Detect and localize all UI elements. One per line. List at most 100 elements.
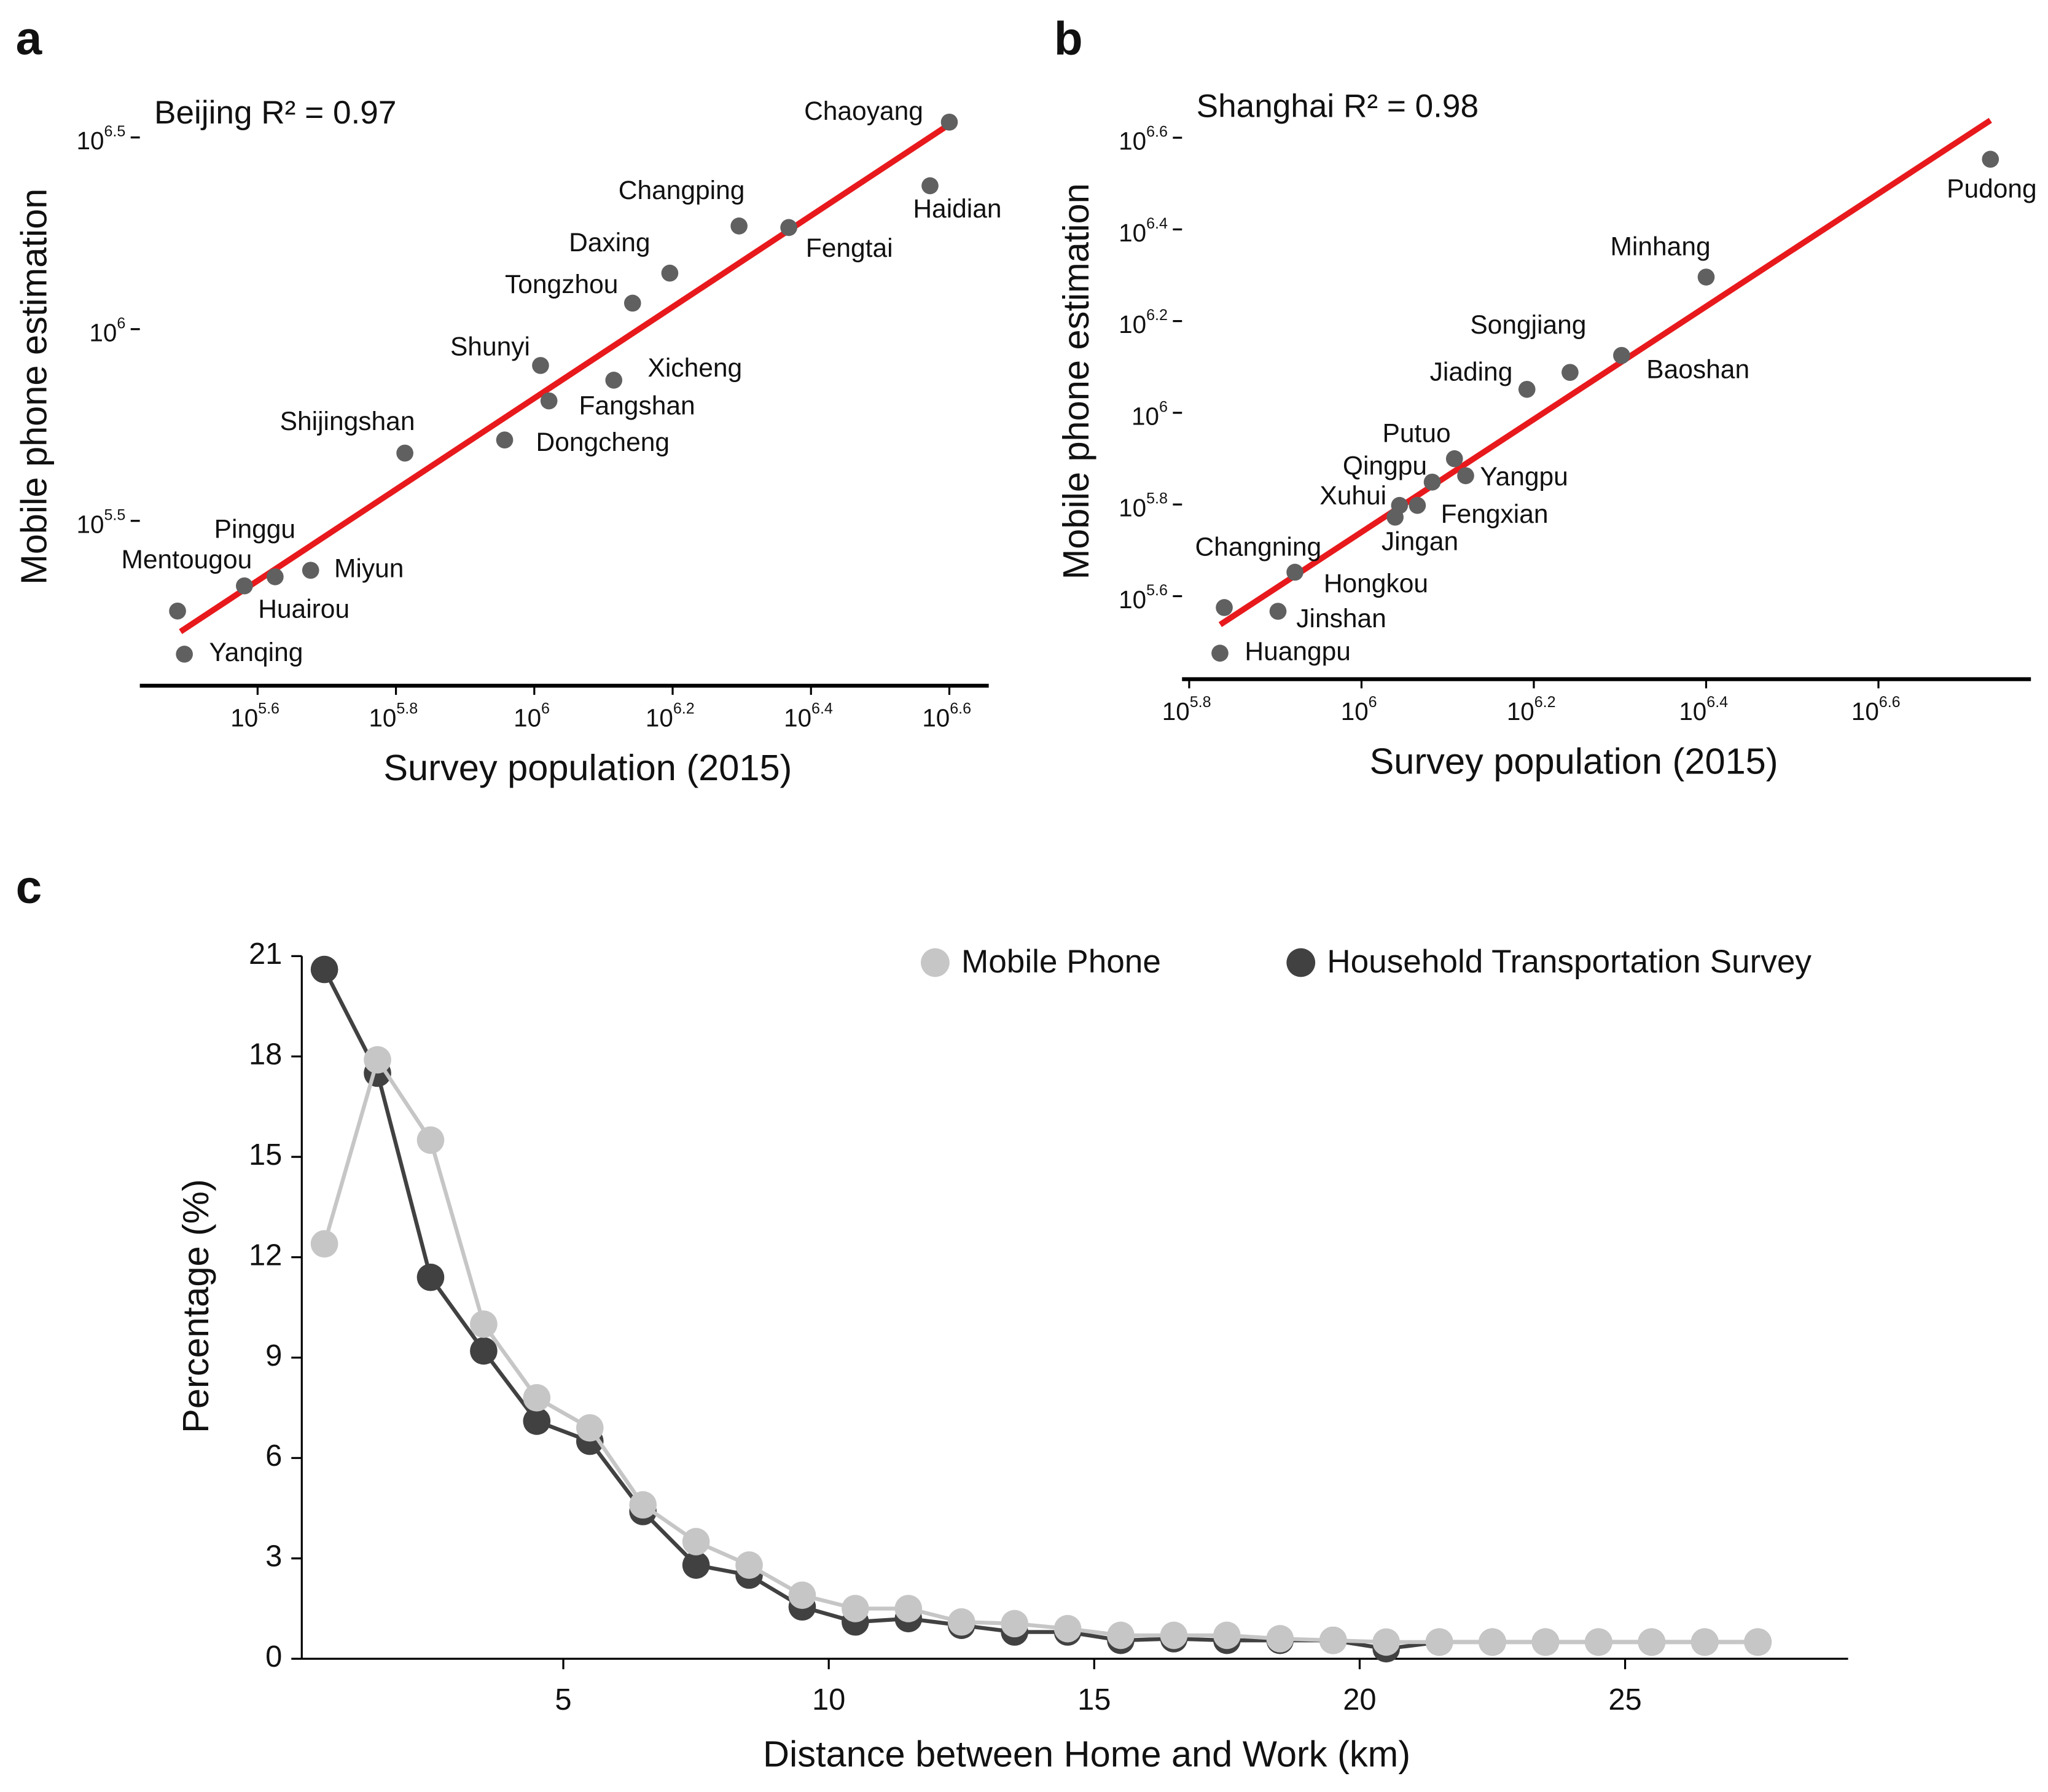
point [1457,467,1474,485]
point-label: Baoshan [1646,355,1749,384]
y-tick-label: 12 [249,1238,282,1272]
point-label: Fengxian [1441,500,1549,529]
series-point [1001,1610,1028,1638]
annotation: Shanghai R² = 0.98 [1197,88,1479,125]
point-label: Jinshan [1296,605,1386,633]
point-label: Pinggu [214,515,295,544]
point [1211,644,1229,662]
point [1423,473,1441,491]
x-tick-label: 25 [1608,1683,1641,1716]
point [1286,563,1303,581]
series-point [523,1383,551,1412]
y-axis-title: Percentage (%) [175,1179,216,1433]
series-line [322,1055,1758,1645]
panel-label: a [16,12,43,65]
point-label: Songjiang [1470,311,1586,340]
x-tick-label: 105.6 [230,700,279,732]
point [940,113,958,131]
point [623,294,641,312]
legend-label: Mobile Phone [961,944,1161,980]
point-label: Minhang [1611,233,1711,262]
y-tick-label: 6 [265,1439,282,1473]
point-label: Chaoyang [804,97,923,126]
y-tick-label: 21 [249,937,282,971]
point [176,646,193,663]
x-tick-label: 106.2 [1507,693,1556,725]
point [302,561,319,579]
series-point [1266,1625,1294,1653]
point [236,577,253,595]
point [1269,603,1287,620]
x-axis-title: Distance between Home and Work (km) [763,1733,1410,1774]
series-point [470,1310,498,1338]
x-tick-label: 10 [812,1683,845,1716]
point-label: Jingan [1382,528,1458,557]
series-point [1690,1628,1719,1656]
point-label: Qingpu [1343,452,1427,481]
point-label: Huairou [258,595,350,624]
point-label: Fangshan [579,391,695,420]
point-label: Jiading [1430,358,1513,386]
fit-line [1218,117,1992,627]
series-point [416,1126,445,1154]
point-label: Putuo [1383,420,1451,448]
y-tick-label: 106.6 [1119,123,1168,155]
x-tick-label: 106.2 [646,700,695,732]
series-point [310,955,338,984]
y-tick-label: 106.4 [1119,215,1168,247]
y-tick-label: 106 [89,315,125,346]
point [921,177,939,195]
point [1409,496,1426,514]
x-tick-label: 106 [514,700,550,732]
series-point [1744,1628,1772,1656]
series-point [629,1491,657,1519]
panel-label: c [16,861,42,914]
point [1445,450,1463,468]
series-point [1213,1621,1241,1649]
x-tick-label: 106.4 [784,700,833,732]
point-label: Tongzhou [505,270,618,299]
y-tick-label: 0 [265,1640,282,1673]
point-label: Changning [1195,533,1321,562]
x-axis-title: Survey population (2015) [1370,740,1778,781]
point [1216,599,1233,616]
x-tick-label: 106.6 [1851,693,1901,725]
point-label: Yanqing [209,638,303,667]
y-tick-label: 105.8 [1119,490,1168,522]
x-tick-label: 106 [1341,693,1377,725]
point [169,602,186,620]
x-tick-label: 20 [1343,1683,1376,1716]
x-tick-label: 105.8 [1162,693,1211,725]
series-point [1531,1628,1560,1656]
point [1518,380,1536,398]
series-point [947,1608,975,1636]
x-tick-label: 106.6 [922,700,971,732]
x-tick-label: 5 [555,1683,571,1716]
series-point [682,1551,710,1579]
x-tick-label: 105.8 [369,700,418,732]
y-tick-label: 106.5 [77,123,126,155]
point [1386,509,1404,526]
point-label: Yangpu [1480,463,1568,491]
point [1697,268,1715,286]
y-tick-label: 18 [249,1038,282,1071]
panel-label: b [1054,12,1083,65]
series-point [416,1263,445,1291]
point-label: Xuhui [1319,482,1386,511]
point-label: Mentougou [121,546,252,574]
y-tick-label: 106.2 [1119,307,1168,338]
point-label: Dongcheng [536,428,670,457]
point [605,372,623,389]
y-axis-title: Mobile phone estimation [13,189,54,585]
series-point [1053,1614,1082,1643]
point [1561,364,1579,381]
point-label: Daxing [569,229,650,257]
series-point [1638,1628,1666,1656]
y-tick-label: 105.5 [77,506,126,538]
series-point [1479,1628,1506,1656]
series-point [1160,1621,1188,1649]
annotation: Beijing R² = 0.97 [154,95,396,131]
series-point [1372,1628,1400,1656]
